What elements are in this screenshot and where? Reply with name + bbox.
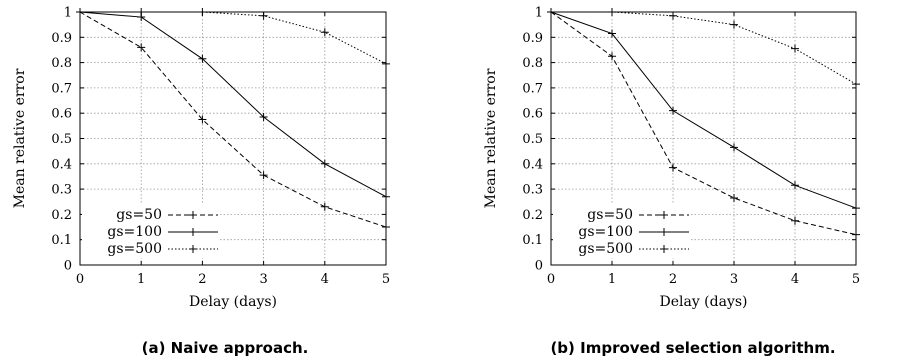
x-tick-label: 3: [730, 272, 738, 287]
data-point-gs=100: [608, 29, 616, 38]
legend-marker: [189, 245, 197, 253]
y-axis-label: Mean relative error: [12, 68, 28, 208]
series-line-gs=500: [551, 11, 857, 85]
legend-label: gs=50: [587, 207, 633, 223]
y-tick-label: 0.2: [522, 208, 543, 223]
y-tick-label: 0.1: [522, 233, 543, 248]
x-tick-label: 0: [76, 272, 84, 287]
data-point-gs=50: [608, 52, 616, 61]
data-point-gs=100: [259, 112, 268, 121]
data-point-gs=500: [852, 80, 860, 89]
data-point-gs=500: [259, 11, 268, 20]
y-tick-label: 0.1: [51, 233, 72, 248]
data-point-gs=500: [198, 8, 207, 16]
series-line-gs=100: [550, 11, 857, 209]
x-tick-label: 0: [547, 272, 555, 287]
y-tick-label: 1: [64, 6, 72, 21]
data-point-gs=50: [382, 223, 390, 232]
chart-0: 0 0.1 0.2 0.3 0.4 0.5 0.6 0.7 0.8 0.9 1 0 1 2 3 4 5 Delay…: [12, 6, 390, 358]
series-line-gs=50: [79, 11, 387, 228]
data-point-gs=100: [852, 204, 860, 213]
y-tick-label: 0.4: [51, 157, 72, 172]
data-point-gs=500: [669, 11, 677, 20]
x-axis-label: Delay (days): [189, 294, 277, 310]
y-tick-label: 0.2: [51, 208, 72, 223]
x-tick-label: 3: [259, 272, 267, 287]
legend-marker: [189, 211, 197, 219]
y-tick-label: 0: [535, 259, 543, 274]
y-tick-label: 0.7: [522, 81, 543, 96]
data-point-gs=500: [382, 59, 390, 68]
data-point-gs=500: [730, 20, 738, 29]
data-point-gs=50: [730, 193, 738, 202]
data-point-gs=50: [852, 230, 860, 239]
data-point-gs=100: [791, 181, 799, 190]
data-point-gs=500: [76, 8, 84, 16]
data-point-gs=50: [669, 163, 677, 172]
data-point-gs=100: [198, 54, 207, 63]
y-tick-label: 1: [535, 6, 543, 21]
legend-label: gs=100: [578, 224, 633, 240]
series-line-gs=100: [79, 11, 387, 198]
legend-marker: [660, 211, 668, 219]
y-tick-label: 0.3: [51, 183, 72, 198]
legend-marker: [660, 228, 668, 236]
y-tick-label: 0.8: [51, 56, 72, 71]
y-tick-label: 0.7: [51, 81, 72, 96]
chart-1: 0 0.1 0.2 0.3 0.4 0.5 0.6 0.7 0.8 0.9 1 0 1 2 3 4 5 Delay…: [483, 6, 860, 358]
data-point-gs=500: [137, 8, 146, 16]
legend-label: gs=500: [107, 241, 162, 257]
subfigure-caption: (b) Improved selection algorithm.: [550, 339, 835, 357]
data-point-gs=50: [137, 43, 146, 52]
data-point-gs=100: [730, 143, 738, 152]
data-point-gs=50: [198, 115, 207, 124]
x-tick-label: 5: [382, 272, 390, 287]
data-point-gs=50: [259, 171, 268, 180]
data-point-gs=500: [791, 44, 799, 53]
y-tick-label: 0.3: [522, 183, 543, 198]
legend-label: gs=100: [107, 224, 162, 240]
x-tick-label: 4: [791, 272, 799, 287]
y-tick-label: 0.6: [51, 107, 72, 122]
legend-label: gs=50: [116, 207, 162, 223]
x-axis-label: Delay (days): [659, 294, 747, 310]
data-point-gs=100: [669, 106, 677, 115]
x-tick-label: 2: [198, 272, 206, 287]
legend-label: gs=500: [578, 241, 633, 257]
x-tick-label: 5: [852, 272, 860, 287]
legend-marker: [189, 228, 197, 236]
y-tick-label: 0.4: [522, 157, 543, 172]
data-point-gs=500: [320, 28, 329, 37]
subfigure-caption: (a) Naive approach.: [142, 339, 309, 357]
y-tick-label: 0.6: [522, 107, 543, 122]
data-point-gs=100: [382, 192, 390, 201]
y-tick-label: 0.8: [522, 56, 543, 71]
data-point-gs=50: [320, 202, 329, 211]
series-line-gs=500: [80, 11, 387, 65]
x-tick-label: 2: [669, 272, 677, 287]
y-axis-label: Mean relative error: [483, 68, 499, 208]
x-tick-label: 4: [321, 272, 329, 287]
y-tick-label: 0.9: [51, 31, 72, 46]
data-point-gs=500: [547, 8, 555, 16]
data-point-gs=500: [608, 8, 616, 16]
legend-marker: [660, 245, 668, 253]
y-tick-label: 0.5: [522, 132, 543, 147]
data-point-gs=100: [320, 159, 329, 168]
x-tick-label: 1: [608, 272, 616, 287]
data-point-gs=50: [791, 216, 799, 225]
x-tick-label: 1: [137, 272, 145, 287]
y-tick-label: 0.5: [51, 132, 72, 147]
y-tick-label: 0: [64, 259, 72, 274]
y-tick-label: 0.9: [522, 31, 543, 46]
series-line-gs=50: [550, 11, 857, 236]
